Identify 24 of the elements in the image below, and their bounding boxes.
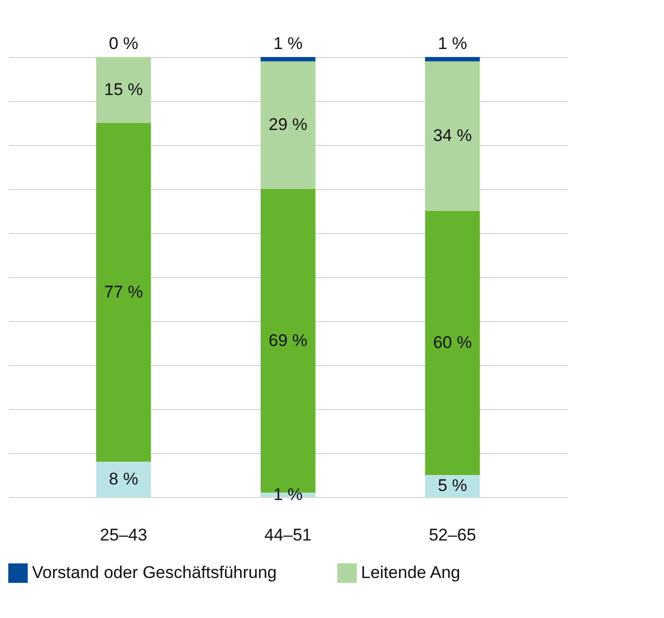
x-tick-label: 25–43 xyxy=(100,526,148,544)
x-tick-label: 52–65 xyxy=(428,526,476,544)
bar xyxy=(260,57,316,62)
legend-label: Vorstand oder Geschäftsführung xyxy=(32,563,277,582)
x-tick-label: 44–51 xyxy=(264,526,312,544)
data-label: 60 % xyxy=(433,333,472,352)
data-label: 15 % xyxy=(104,80,143,99)
bar xyxy=(425,61,480,211)
data-label: 34 % xyxy=(433,126,472,146)
data-label: 69 % xyxy=(268,330,308,350)
bar xyxy=(96,57,151,123)
data-label: 29 % xyxy=(268,115,308,134)
data-label: 8 % xyxy=(108,469,138,488)
bar xyxy=(96,462,151,497)
bar xyxy=(96,123,151,462)
data-label: 1 % xyxy=(438,34,468,53)
bar xyxy=(425,57,480,62)
data-label: 0 % xyxy=(108,34,138,53)
data-label: 1 % xyxy=(273,34,303,53)
bar xyxy=(260,61,316,189)
legend-label: Leitende Ang xyxy=(361,563,460,582)
data-label: 5 % xyxy=(438,476,468,495)
data-label: 77 % xyxy=(104,282,143,302)
bar xyxy=(425,211,480,475)
